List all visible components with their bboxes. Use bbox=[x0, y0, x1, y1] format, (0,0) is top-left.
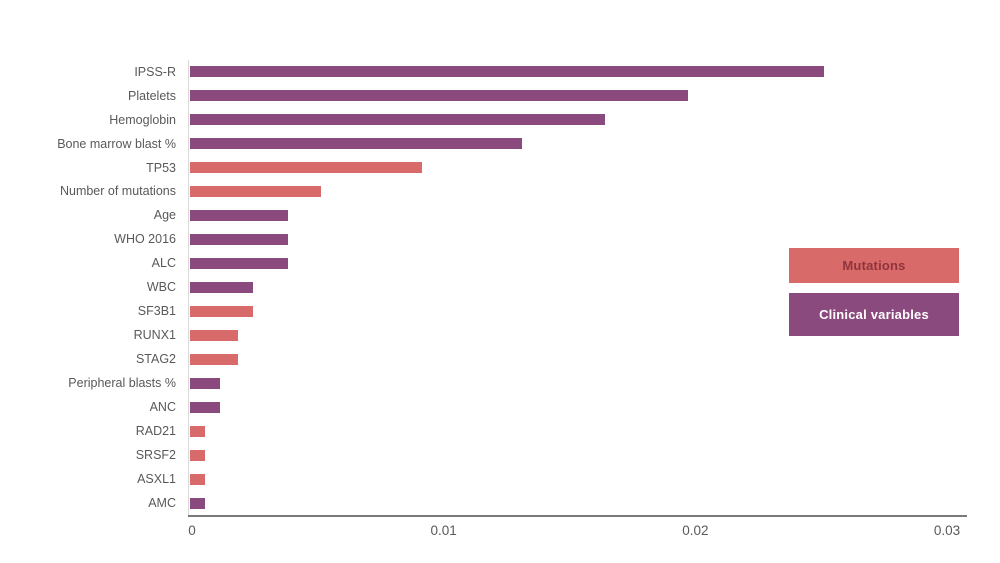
bar-row: Peripheral blasts % bbox=[68, 371, 945, 395]
category-label: STAG2 bbox=[135, 352, 176, 367]
category-label: Platelets bbox=[128, 88, 176, 103]
category-label: AMC bbox=[148, 495, 176, 510]
bar-row: RUNX1 bbox=[134, 323, 945, 347]
legend-item-mutations: Mutations bbox=[789, 248, 959, 283]
bar-row: TP53 bbox=[146, 156, 945, 180]
x-tick-label: 0 bbox=[188, 523, 196, 538]
legend-label-mutations: Mutations bbox=[842, 258, 906, 273]
category-label: Number of mutations bbox=[59, 184, 176, 199]
bar bbox=[190, 329, 238, 341]
bar bbox=[190, 282, 253, 294]
category-label: ANC bbox=[149, 400, 176, 415]
bar bbox=[190, 401, 221, 413]
bar-row: IPSS-R bbox=[134, 60, 945, 84]
bar-row: Hemoglobin bbox=[109, 108, 945, 132]
legend-item-clinical-variables: Clinical variables bbox=[789, 293, 959, 336]
bar-row: Bone marrow blast % bbox=[57, 132, 945, 156]
x-axis-line bbox=[188, 515, 967, 517]
bar-row: RAD21 bbox=[136, 419, 945, 443]
category-label: ASXL1 bbox=[137, 471, 176, 486]
bar bbox=[190, 186, 321, 198]
bar bbox=[190, 473, 206, 485]
category-label: Age bbox=[153, 208, 176, 223]
bar-row: Age bbox=[154, 204, 945, 228]
bar bbox=[190, 377, 221, 389]
bar bbox=[190, 234, 289, 246]
bar-row: SRSF2 bbox=[136, 443, 945, 467]
category-label: Peripheral blasts % bbox=[68, 376, 176, 391]
category-label: WBC bbox=[146, 280, 176, 295]
category-label: SF3B1 bbox=[137, 304, 176, 319]
x-tick-label: 0.02 bbox=[682, 523, 709, 538]
category-label: TP53 bbox=[146, 160, 176, 175]
category-label: Hemoglobin bbox=[109, 112, 176, 127]
bar-row: ASXL1 bbox=[137, 467, 945, 491]
bar bbox=[190, 114, 606, 126]
bar bbox=[190, 162, 422, 174]
bar-rows: IPSS-R Platelets Hemoglobin Bone marrow … bbox=[57, 60, 945, 515]
x-tick-label: 0.01 bbox=[430, 523, 457, 538]
bar-row: Platelets bbox=[128, 84, 945, 108]
x-axis-ticks: 0 0.01 0.02 0.03 bbox=[188, 60, 960, 538]
bar-row: ANC bbox=[150, 395, 945, 419]
category-label: ALC bbox=[151, 256, 176, 271]
category-label: RAD21 bbox=[135, 424, 176, 439]
category-label: Bone marrow blast % bbox=[57, 136, 176, 151]
y-axis-line bbox=[188, 60, 189, 515]
legend-label-clinical-variables: Clinical variables bbox=[819, 307, 929, 322]
category-label: SRSF2 bbox=[135, 447, 176, 462]
legend: Mutations Clinical variables bbox=[789, 248, 959, 336]
bar bbox=[190, 353, 238, 365]
bar-row: SF3B1 bbox=[138, 300, 945, 324]
bar-row: STAG2 bbox=[136, 347, 945, 371]
bar bbox=[190, 425, 206, 437]
bar bbox=[190, 449, 206, 461]
bar bbox=[190, 66, 825, 78]
bar bbox=[190, 306, 253, 317]
category-label: WHO 2016 bbox=[114, 232, 176, 247]
bar-row: WHO 2016 bbox=[114, 228, 945, 252]
bar bbox=[190, 497, 206, 509]
plot-area: IPSS-R Platelets Hemoglobin Bone marrow … bbox=[57, 60, 967, 538]
bar-row: Number of mutations bbox=[60, 180, 945, 204]
bar bbox=[190, 90, 689, 102]
bar-row: ALC bbox=[152, 252, 945, 276]
bar bbox=[190, 138, 523, 150]
bar-row: WBC bbox=[147, 276, 945, 300]
category-label: RUNX1 bbox=[133, 328, 176, 343]
category-label: IPSS-R bbox=[134, 64, 176, 79]
bar-row: AMC bbox=[148, 491, 945, 515]
bar bbox=[190, 210, 289, 222]
bar bbox=[190, 258, 289, 270]
x-tick-label: 0.03 bbox=[933, 523, 961, 538]
